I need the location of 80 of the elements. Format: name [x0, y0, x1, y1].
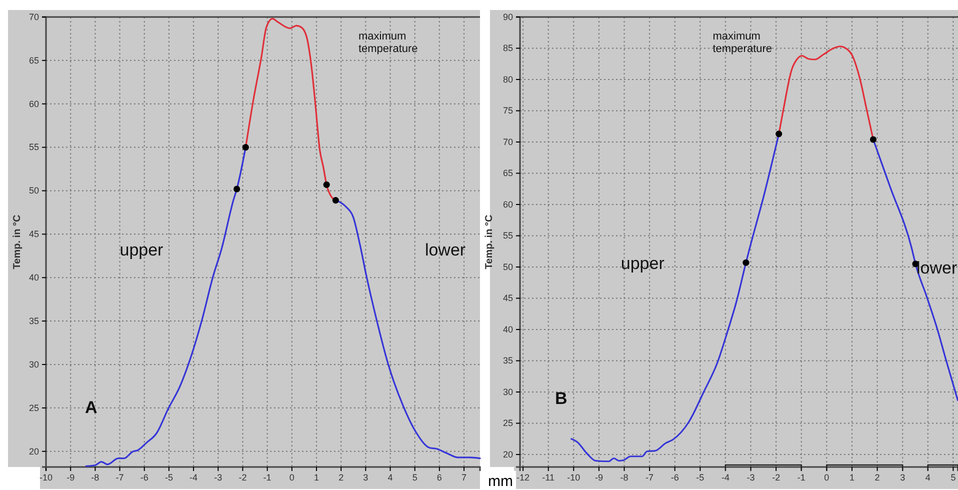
x-tick-label: -5 — [696, 472, 704, 482]
x-tick-label: -6 — [140, 472, 148, 482]
y-tick-label: 80 — [502, 74, 513, 84]
x-tick-label: 4 — [925, 472, 930, 482]
y-tick-label: 55 — [28, 142, 39, 152]
x-tick-label: -7 — [646, 472, 654, 482]
y-tick-label: 30 — [502, 386, 513, 397]
y-tick-label: 40 — [28, 272, 39, 282]
annotation: lower — [916, 258, 958, 278]
y-tick-label: 65 — [502, 168, 513, 178]
y-tick-label: 20 — [28, 446, 39, 456]
x-tick-label: -3 — [746, 472, 755, 482]
x-tick-label: 2 — [874, 472, 880, 482]
x-tick-label: -10 — [39, 472, 53, 482]
y-tick-label: 60 — [502, 199, 513, 210]
x-tick-label: -6 — [670, 472, 679, 482]
y-tick-label: 50 — [502, 262, 513, 272]
x-tick-label: -7 — [116, 472, 124, 482]
x-tick-label: 5 — [412, 472, 418, 482]
x-tick-label: -2 — [772, 472, 780, 482]
y-axis-title: Temp. in °C — [484, 214, 495, 270]
y-tick-label: 75 — [502, 106, 513, 116]
x-tick-label: 1 — [314, 472, 319, 482]
point — [242, 144, 249, 151]
y-tick-label: 90 — [502, 12, 513, 22]
point — [870, 136, 877, 143]
y-tick-label: 45 — [28, 229, 39, 240]
point — [332, 197, 339, 204]
point — [323, 181, 330, 188]
y-tick-label: 50 — [28, 186, 39, 196]
x-tick-label: 1 — [849, 472, 854, 482]
y-tick-label: 85 — [502, 43, 513, 54]
x-tick-label: -4 — [721, 472, 730, 482]
y-tick-label: 25 — [28, 402, 39, 413]
annotation: maximum temperature — [358, 30, 418, 56]
y-tick-label: 40 — [502, 324, 513, 334]
x-tick-label: -2 — [238, 472, 247, 482]
x-tick-label: -1 — [797, 472, 806, 482]
y-tick-label: 45 — [502, 293, 513, 304]
annotation: upper — [120, 240, 164, 260]
x-tick-label: -10 — [567, 472, 580, 482]
x-axis-title: mm — [488, 473, 513, 490]
point — [776, 130, 782, 138]
y-tick-label: 70 — [28, 12, 39, 22]
x-tick-label: -8 — [620, 472, 628, 482]
x-tick-label: -12 — [516, 472, 530, 482]
x-tick-label: -11 — [542, 472, 555, 482]
x-tick-label: 7 — [462, 472, 467, 482]
y-tick-label: 60 — [28, 98, 39, 109]
annotation: lower — [424, 240, 466, 260]
y-tick-label: 25 — [502, 418, 513, 428]
x-tick-label: -1 — [263, 472, 272, 482]
annotation: B — [555, 389, 568, 408]
annotation: upper — [620, 254, 665, 273]
x-tick-label: 0 — [824, 472, 830, 482]
x-tick-label: 2 — [338, 472, 344, 482]
x-tick-label: -4 — [190, 472, 198, 482]
x-tick-label: 6 — [436, 472, 442, 482]
x-tick-label: 3 — [900, 472, 906, 482]
x-tick-label: -9 — [66, 472, 75, 482]
x-tick-label: 0 — [289, 472, 294, 482]
x-tick-label: 3 — [363, 472, 368, 482]
y-tick-label: 30 — [28, 359, 39, 370]
point — [742, 259, 750, 266]
y-tick-label: 35 — [502, 356, 513, 366]
x-tick-label: -5 — [164, 472, 173, 482]
annotation: A — [85, 398, 98, 417]
y-tick-label: 70 — [502, 136, 513, 147]
y-axis-title: Temp. in °C — [12, 214, 23, 270]
y-tick-label: 20 — [502, 449, 513, 460]
x-tick-label: -8 — [91, 472, 100, 482]
x-tick-label: -9 — [594, 472, 603, 482]
x-tick-label: 4 — [388, 472, 393, 482]
point — [234, 186, 240, 192]
y-tick-label: 65 — [28, 55, 39, 66]
annotation: maximum temperature — [712, 30, 772, 56]
x-tick-label: 5 — [950, 472, 956, 482]
x-tick-label: -3 — [214, 472, 222, 482]
y-tick-label: 35 — [28, 316, 39, 326]
y-tick-label: 55 — [502, 230, 513, 241]
